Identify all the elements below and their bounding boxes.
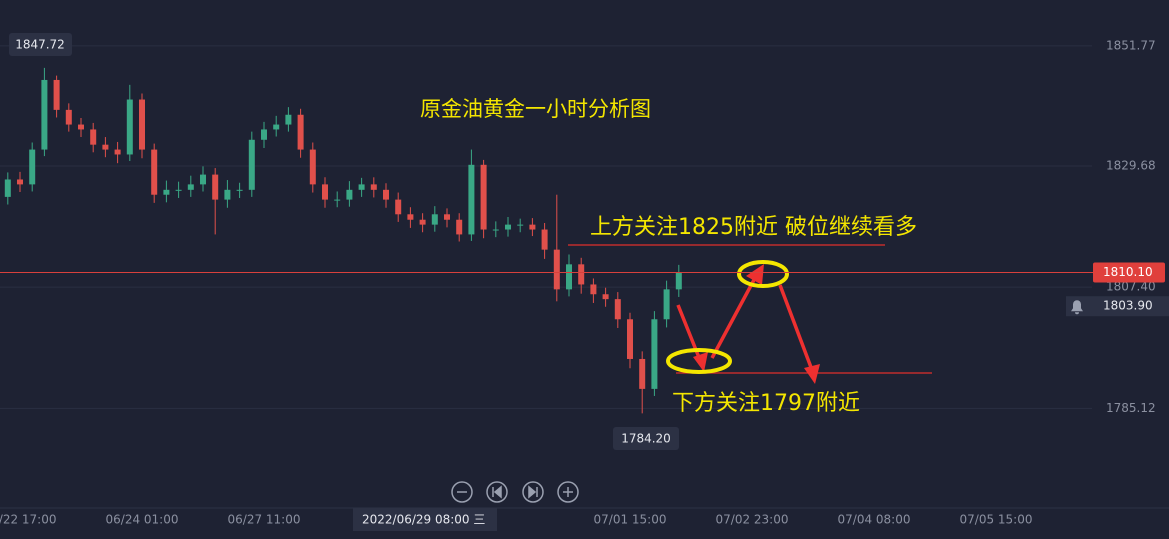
candle-body: [395, 199, 402, 215]
overlay: 1810.10 1803.90: [0, 262, 1169, 317]
candle-body: [261, 129, 267, 140]
candle-body: [78, 124, 84, 130]
candle-body: [480, 164, 487, 230]
candle-body: [114, 149, 121, 155]
low-label: 1784.20: [621, 432, 671, 446]
candle-body: [285, 114, 292, 125]
candle-body: [517, 224, 524, 226]
candle-body: [553, 249, 560, 290]
crosshair-box: [353, 508, 497, 531]
candle-body: [175, 189, 182, 191]
annotation: 下方关注1797附近: [672, 391, 860, 416]
candle-body: [187, 184, 194, 190]
arrowheads: [693, 264, 820, 384]
high-label: 1847.72: [15, 38, 65, 52]
candle-body: [651, 319, 658, 389]
candle-body: [41, 79, 48, 150]
candle-body: [200, 174, 206, 185]
candles: [4, 67, 682, 414]
candle-body: [297, 114, 304, 150]
last-price-box: [1093, 262, 1165, 283]
candle-body: [614, 299, 621, 320]
candle-body: [17, 179, 23, 185]
y-tick-label: 1851.77: [1106, 38, 1156, 52]
x-tick-label: 06/22 17:00: [0, 513, 56, 527]
y-tick-label: 1829.68: [1106, 158, 1156, 172]
high-label-box: [9, 33, 72, 56]
candle-body: [90, 129, 97, 145]
candle-body: [102, 144, 109, 150]
zoom-controls: [451, 481, 579, 503]
x-tick-label: 07/05 15:00: [960, 513, 1033, 527]
zoom-in-button[interactable]: [557, 481, 579, 503]
candle-body: [675, 272, 682, 290]
candle-body: [248, 139, 255, 190]
candle-body: [590, 284, 597, 295]
candle-body: [151, 149, 158, 195]
candle-body: [370, 184, 377, 190]
candle-body: [505, 224, 511, 230]
candle-body: [444, 214, 450, 220]
candle-body: [273, 124, 280, 130]
candle-body: [431, 214, 438, 225]
candle-body: [163, 189, 170, 195]
candle-body: [224, 189, 231, 200]
candle-body: [541, 229, 548, 250]
x-tick-label: 06/27 11:00: [228, 513, 301, 527]
candle-body: [407, 214, 414, 220]
candle-body: [383, 189, 389, 200]
zoom-out-button[interactable]: [451, 481, 473, 503]
grid: 1851.77 1829.68 1807.40 1785.12 06/22 17:00 0…: [0, 38, 1156, 527]
x-tick-label: 07/04 08:00: [838, 513, 911, 527]
candle-body: [53, 79, 60, 110]
candle-body: [309, 149, 316, 185]
low-label-box: [613, 427, 679, 450]
candle-body: [212, 174, 219, 200]
crosshair-label: 2022/06/29 08:00 三: [362, 513, 485, 527]
chart-title: 原金油黄金一小时分析图: [420, 97, 651, 121]
candle-body: [419, 219, 426, 225]
candle-body: [566, 264, 572, 290]
candle-body: [578, 264, 585, 285]
last-price-label: 1810.10: [1103, 265, 1153, 279]
alert-bell: [1071, 300, 1083, 315]
candle-body: [492, 229, 499, 231]
annotation: 上方关注1825附近 破位继续看多: [590, 215, 917, 240]
candle-body: [627, 319, 633, 359]
x-tick-label: 07/01 15:00: [594, 513, 667, 527]
candle-body: [65, 109, 72, 125]
candle-body: [639, 358, 646, 389]
alert-price-label: 1803.90: [1103, 299, 1153, 313]
highlight-ellipse: [666, 348, 732, 374]
candle-body: [358, 184, 365, 190]
x-tick-label: 07/02 23:00: [716, 513, 789, 527]
scroll-left-button[interactable]: [486, 481, 508, 503]
scroll-right-button[interactable]: [522, 481, 544, 503]
y-tick-label: 1785.12: [1106, 401, 1156, 415]
candle-body: [4, 179, 11, 197]
candle-body: [529, 224, 536, 230]
candle-body: [29, 149, 36, 185]
highlight-ellipse: [737, 260, 789, 288]
candle-body: [468, 164, 475, 235]
x-tick-label: 06/24 01:00: [106, 513, 179, 527]
candle-body: [456, 219, 463, 235]
candle-body: [602, 294, 609, 300]
candle-body: [334, 199, 341, 201]
candle-body: [126, 99, 133, 155]
alert-box: [1066, 296, 1169, 317]
y-tick-label: 1807.40: [1106, 280, 1156, 294]
candle-body: [139, 99, 145, 150]
candle-body: [236, 189, 243, 191]
candle-body: [663, 289, 670, 320]
candle-body: [346, 189, 353, 200]
candle-body: [322, 184, 328, 200]
